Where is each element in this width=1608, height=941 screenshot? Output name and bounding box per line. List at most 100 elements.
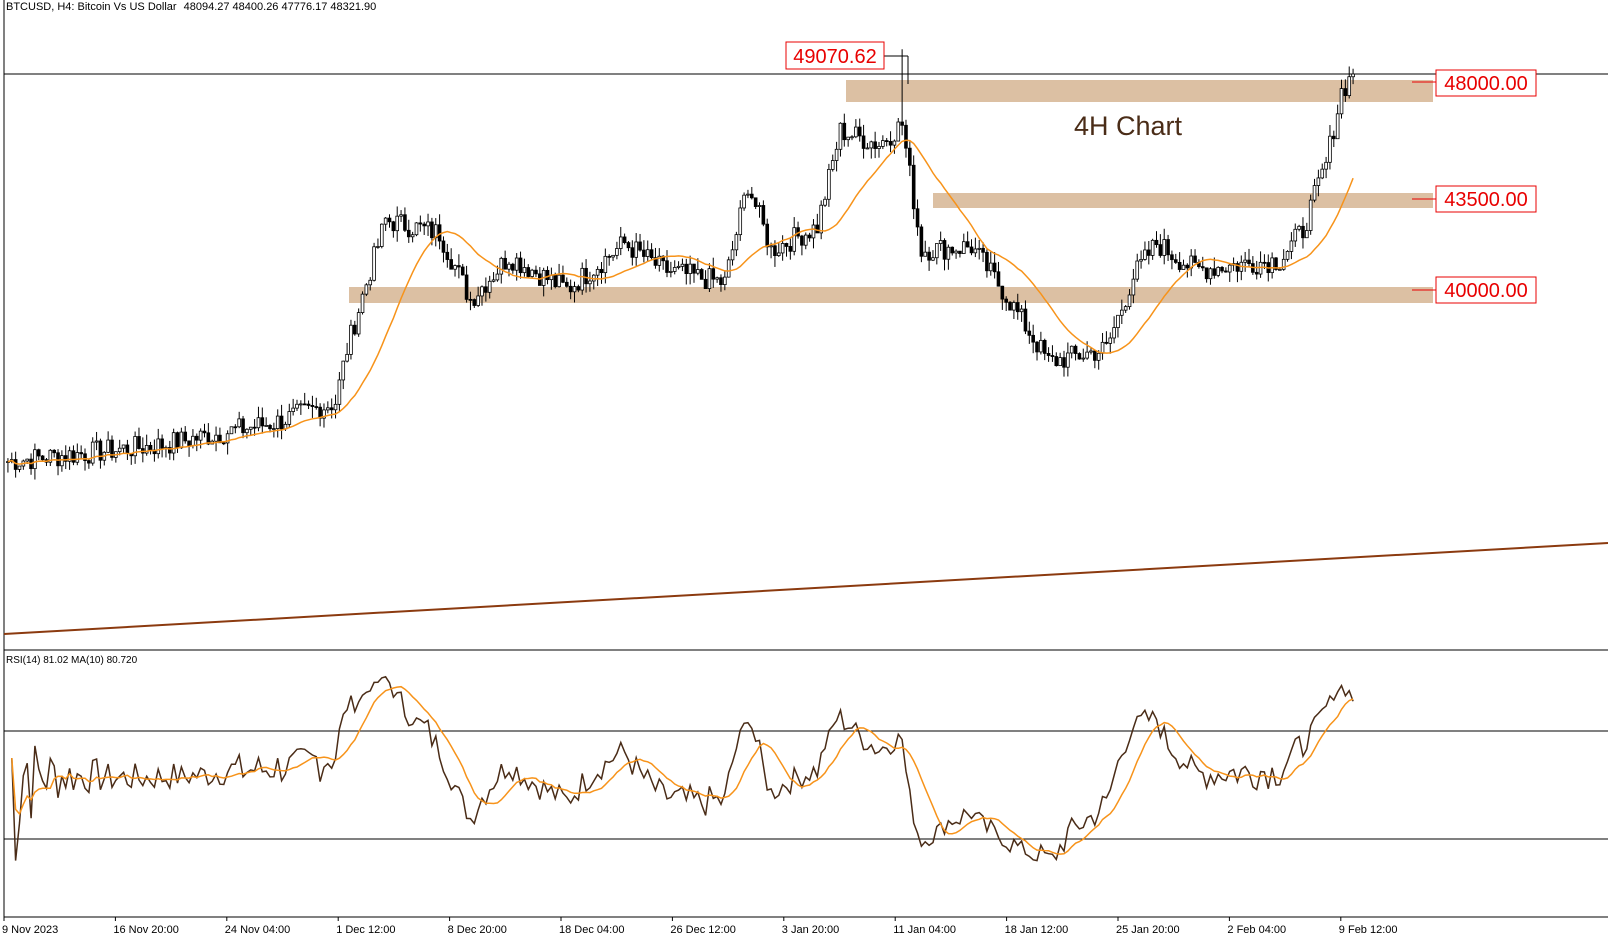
candle-body	[915, 208, 920, 228]
candle-body	[946, 246, 951, 260]
candle-body	[688, 263, 692, 275]
level-label-43500: 43500.00	[1412, 185, 1537, 213]
candle-body	[904, 124, 908, 149]
candle-body	[1100, 341, 1105, 354]
candle-body	[723, 276, 727, 285]
candle-body	[545, 269, 550, 281]
candle-body	[1135, 260, 1140, 280]
candle-body	[1154, 239, 1159, 246]
candle-body	[1096, 352, 1101, 361]
candle-body	[168, 447, 172, 454]
candle-body	[499, 257, 504, 275]
candle-body	[800, 235, 804, 246]
candle-body	[877, 145, 881, 149]
candle-body	[653, 257, 658, 266]
candle-body	[715, 277, 719, 280]
rsi-line	[11, 675, 1354, 862]
candle-body	[780, 243, 785, 254]
candle-body	[148, 444, 153, 451]
candle-body	[719, 277, 723, 285]
candle-body	[645, 249, 650, 257]
candle-body	[881, 140, 885, 147]
candle-body	[1162, 239, 1167, 256]
candle-body	[807, 234, 812, 239]
candle-body	[345, 353, 349, 362]
candle-body	[237, 418, 241, 428]
candle-body	[642, 249, 646, 257]
candle-body	[503, 257, 507, 270]
candle-body	[757, 205, 762, 207]
candle-body	[1073, 345, 1078, 354]
time-tick-label: 3 Jan 20:00	[782, 924, 840, 936]
time-tick-label: 24 Nov 04:00	[225, 924, 290, 936]
candle-body	[1120, 309, 1124, 316]
time-tick-label: 2 Feb 04:00	[1227, 924, 1286, 936]
candle-body	[1019, 308, 1024, 313]
rsi-header: RSI(14) 81.02 MA(10) 80.720	[6, 655, 138, 666]
candle-body	[1224, 270, 1228, 273]
candle-body	[372, 246, 376, 281]
candle-body	[958, 250, 962, 254]
candle-body	[1069, 345, 1074, 354]
candle-body	[1116, 314, 1120, 328]
candle-body	[969, 246, 974, 254]
time-tick-label: 9 Nov 2023	[2, 924, 58, 936]
candle-body	[71, 450, 76, 463]
time-tick-label: 11 Jan 04:00	[893, 924, 956, 936]
candle-body	[403, 214, 407, 231]
candle-body	[1312, 185, 1317, 201]
rsi-ma-line	[11, 685, 1354, 855]
candle-body	[965, 241, 970, 248]
candle-body	[110, 439, 114, 458]
candle-body	[67, 450, 72, 462]
candle-body	[1320, 168, 1325, 179]
candle-body	[206, 432, 211, 445]
candle-body	[514, 257, 519, 271]
candle-body	[333, 403, 338, 411]
candle-body	[214, 434, 218, 442]
candle-body	[1015, 302, 1020, 313]
candle-body	[191, 435, 195, 446]
candle-body	[137, 436, 141, 449]
candle-body	[1173, 259, 1178, 263]
time-axis: 9 Nov 2023 16 Nov 20:00 24 Nov 04:00 1 Dec …	[2, 917, 1398, 936]
candle-body	[776, 252, 781, 257]
candle-body	[133, 436, 137, 457]
candle-body	[291, 407, 295, 412]
candle-body	[935, 243, 939, 259]
candle-body	[1081, 357, 1086, 360]
candle-body	[615, 248, 619, 256]
candle-body	[1166, 239, 1170, 256]
candle-body	[954, 250, 958, 254]
candle-body	[460, 266, 465, 276]
candle-body	[202, 430, 207, 434]
candle-body	[996, 271, 1001, 287]
candle-body	[476, 295, 480, 306]
candle-body	[1062, 357, 1066, 368]
candle-body	[1146, 249, 1151, 256]
time-tick-label: 18 Dec 04:00	[559, 924, 624, 936]
candle-body	[1235, 263, 1240, 272]
time-tick-label: 25 Jan 20:00	[1116, 924, 1180, 936]
candle-body	[669, 270, 673, 273]
level-label-40000-text: 40000.00	[1444, 280, 1527, 302]
candle-body	[1212, 268, 1217, 276]
candle-body	[1181, 264, 1186, 270]
candle-body	[248, 426, 253, 430]
candle-body	[87, 460, 91, 464]
level-label-48000: 48000.00	[1412, 69, 1537, 97]
candle-body	[819, 204, 823, 234]
time-tick-label: 9 Feb 12:00	[1339, 924, 1398, 936]
candle-body	[437, 224, 442, 242]
candle-body	[611, 254, 615, 258]
candle-body	[225, 433, 230, 444]
candle-body	[811, 224, 816, 239]
candle-body	[1023, 308, 1028, 332]
candle-body	[603, 255, 608, 274]
candle-body	[1308, 199, 1313, 231]
high-price-label: 49070.62	[785, 41, 909, 84]
candle-body	[511, 263, 515, 271]
candle-body	[260, 417, 265, 427]
candle-body	[299, 403, 303, 406]
